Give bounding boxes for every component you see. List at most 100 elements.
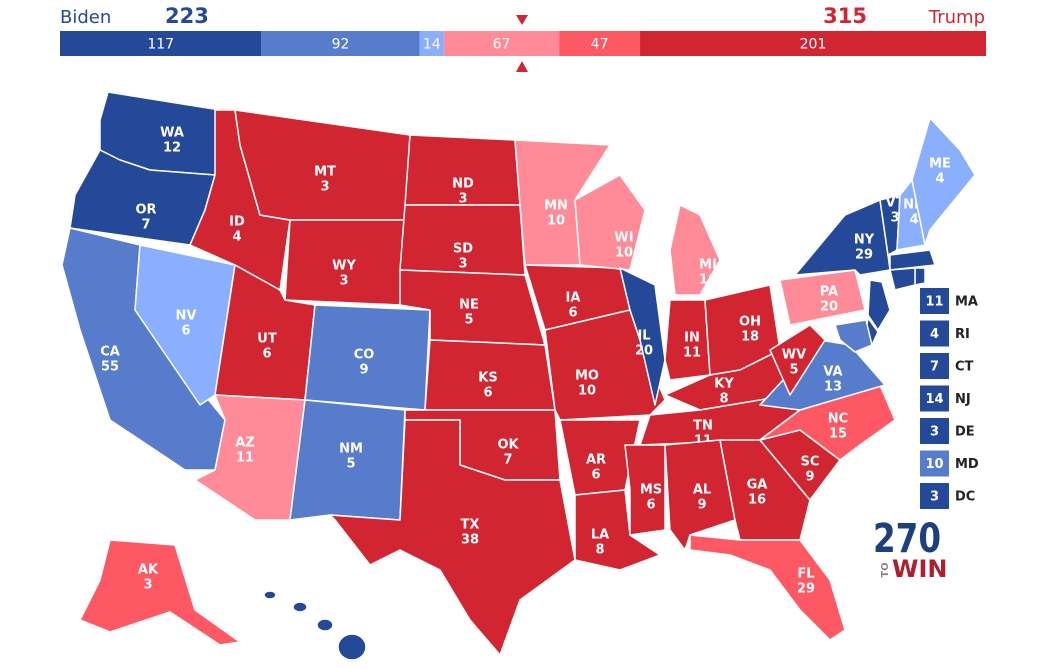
state-abbr: HI: [314, 633, 330, 648]
state-votes: 4: [317, 648, 326, 663]
state-abbr: AR: [586, 453, 606, 468]
state-abbr: WV: [782, 348, 806, 363]
state-abbr: WY: [332, 259, 356, 274]
state-abbr: NV: [176, 309, 197, 324]
state-votes: 10: [615, 246, 633, 261]
state-votes: 29: [797, 582, 815, 597]
small-state-abbr: NJ: [955, 392, 971, 407]
state-votes: 7: [141, 218, 150, 233]
bar-segment: [559, 31, 641, 56]
state-abbr: MS: [640, 483, 662, 498]
state-votes: 3: [320, 180, 329, 195]
logo-word: WIN: [892, 555, 948, 583]
state-votes: 3: [458, 192, 467, 207]
state-abbr: MI: [699, 258, 717, 273]
state-shape: [134, 244, 236, 406]
bar-segment: [60, 31, 262, 56]
bar-segment: [443, 31, 560, 56]
state-shape: [316, 618, 334, 632]
state-shape: [664, 299, 711, 381]
state-abbr: ND: [452, 177, 474, 192]
state-votes: 9: [805, 470, 814, 485]
state-votes: 11: [683, 346, 701, 361]
state-abbr: OH: [739, 315, 761, 330]
state-shape: [337, 633, 367, 661]
state-abbr: MO: [575, 369, 599, 384]
state-shape: [329, 419, 576, 656]
state-votes: 12: [163, 141, 181, 156]
state-votes: 18: [741, 330, 759, 345]
small-state-box: [920, 320, 949, 347]
state-abbr: GA: [747, 478, 768, 493]
state-votes: 20: [635, 344, 653, 359]
state-abbr: NE: [459, 298, 479, 313]
bar-segment: [640, 31, 986, 56]
state-shape: [689, 534, 846, 641]
small-state-abbr: DC: [955, 490, 975, 505]
state-votes: 9: [697, 498, 706, 513]
small-state-abbr: RI: [955, 327, 970, 342]
logo-small: TO: [880, 562, 891, 577]
state-votes: 9: [359, 363, 368, 378]
state-abbr: NY: [854, 233, 875, 248]
state-votes: 6: [646, 498, 655, 513]
state-abbr: FL: [797, 567, 814, 582]
bar-segment-label: 117: [147, 37, 174, 53]
state-abbr: UT: [257, 332, 277, 347]
state-abbr: WA: [160, 126, 184, 141]
state-abbr: LA: [591, 528, 609, 543]
state-shape: [911, 117, 976, 246]
state-abbr: IN: [684, 331, 700, 346]
small-state-box: [920, 288, 949, 314]
state-votes: 11: [236, 451, 254, 466]
left-name: Biden: [60, 7, 111, 28]
state-abbr: IL: [637, 329, 650, 344]
small-state-votes: 14: [925, 392, 943, 407]
state-votes: 4: [232, 230, 241, 245]
midpoint-marker-bottom: [516, 61, 528, 72]
state-votes: 3: [339, 274, 348, 289]
small-state-votes: 7: [930, 360, 939, 375]
small-state-votes: 10: [925, 457, 943, 472]
state-shape: [867, 279, 891, 331]
state-abbr: OR: [135, 203, 156, 218]
state-shape: [889, 267, 916, 291]
state-abbr: VA: [823, 365, 842, 380]
state-shape: [834, 319, 873, 353]
bar-segment: [261, 31, 420, 56]
state-votes: 5: [346, 457, 355, 472]
state-votes: 4: [935, 172, 944, 187]
state-shape: [914, 267, 926, 286]
left-total: 223: [165, 4, 209, 28]
state-abbr: KY: [714, 377, 734, 392]
state-abbr: CO: [354, 348, 375, 363]
state-votes: 6: [591, 468, 600, 483]
state-abbr: TN: [693, 419, 713, 434]
state-abbr: KS: [478, 371, 497, 386]
small-state-votes: 3: [930, 425, 939, 440]
state-shape: [769, 324, 826, 396]
state-votes: 3: [890, 211, 899, 226]
state-shape: [624, 444, 666, 536]
state-abbr: IA: [566, 291, 581, 306]
state-votes: 6: [483, 386, 492, 401]
state-votes: 29: [855, 248, 873, 263]
state-votes: 3: [458, 257, 467, 272]
state-votes: 10: [547, 214, 565, 229]
state-abbr: AZ: [235, 436, 255, 451]
small-state-box: [920, 418, 949, 444]
state-votes: 3: [143, 578, 152, 593]
state-shape: [263, 590, 277, 600]
state-votes: 13: [824, 380, 842, 395]
state-abbr: AL: [693, 483, 711, 498]
state-votes: 6: [262, 347, 271, 362]
state-votes: 7: [503, 453, 512, 468]
right-name: Trump: [928, 7, 985, 28]
state-votes: 5: [789, 363, 798, 378]
state-abbr: SC: [801, 455, 820, 470]
state-abbr: AK: [138, 563, 159, 578]
logo: 270 TO WIN: [873, 516, 948, 583]
bar-segment-label: 47: [591, 37, 609, 53]
small-state-votes: 3: [930, 490, 939, 505]
